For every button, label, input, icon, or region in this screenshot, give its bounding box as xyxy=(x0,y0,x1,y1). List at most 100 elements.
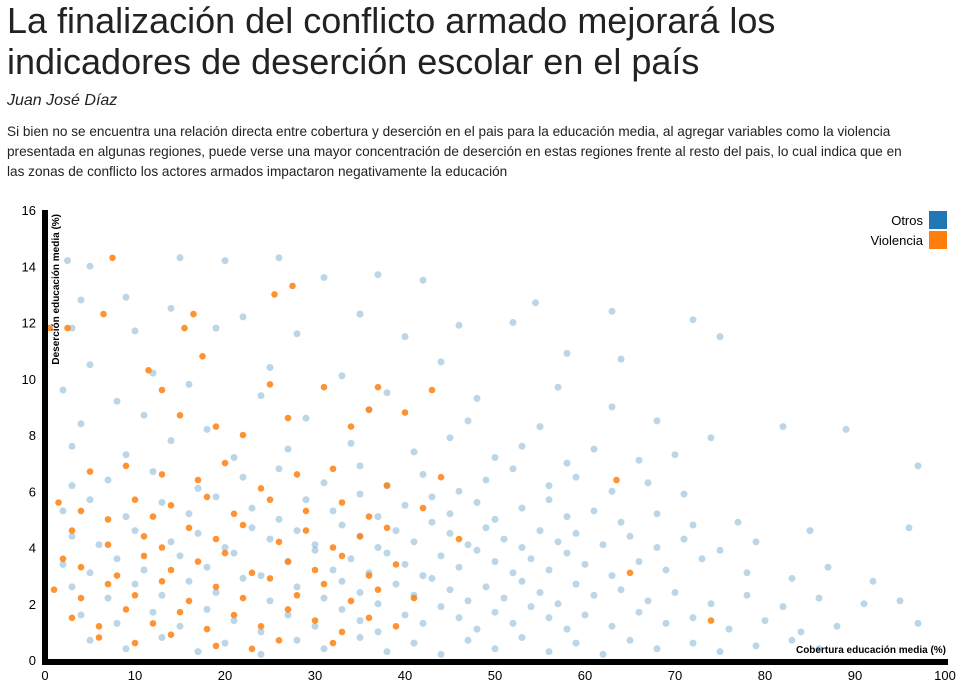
point-violencia xyxy=(77,507,85,515)
point-violencia xyxy=(311,566,319,574)
point-otros xyxy=(644,479,652,487)
point-otros xyxy=(617,355,625,363)
point-violencia xyxy=(284,414,292,422)
point-violencia xyxy=(410,594,418,602)
point-otros xyxy=(320,594,328,602)
point-violencia xyxy=(203,625,211,633)
point-otros xyxy=(158,591,166,599)
y-tick-label: 10 xyxy=(22,372,36,387)
point-violencia xyxy=(131,639,139,647)
point-otros xyxy=(356,589,364,596)
point-otros xyxy=(68,532,76,540)
point-otros xyxy=(446,529,454,537)
point-otros xyxy=(203,605,211,613)
point-otros xyxy=(581,611,589,619)
point-violencia xyxy=(104,580,112,588)
point-violencia xyxy=(212,642,220,650)
point-otros xyxy=(419,276,427,284)
point-violencia xyxy=(68,614,76,622)
point-otros xyxy=(563,625,571,633)
point-otros xyxy=(554,383,562,391)
point-otros xyxy=(221,639,229,647)
point-otros xyxy=(284,611,292,619)
point-violencia xyxy=(266,381,274,388)
point-otros xyxy=(374,271,382,279)
point-otros xyxy=(410,538,418,546)
point-violencia xyxy=(239,521,247,529)
point-otros xyxy=(113,555,121,563)
point-otros xyxy=(86,569,94,577)
point-violencia xyxy=(365,614,373,622)
point-violencia xyxy=(401,409,409,416)
point-otros xyxy=(86,361,94,369)
point-violencia xyxy=(104,541,112,548)
point-otros xyxy=(149,468,157,476)
point-otros xyxy=(716,648,724,656)
point-otros xyxy=(752,642,760,650)
point-otros xyxy=(860,600,868,608)
point-otros xyxy=(275,254,283,262)
point-otros xyxy=(275,465,283,473)
point-violencia xyxy=(190,310,197,318)
point-otros xyxy=(131,327,139,335)
point-violencia xyxy=(194,558,202,565)
point-violencia xyxy=(257,623,265,630)
point-otros xyxy=(86,496,94,504)
point-otros xyxy=(383,648,391,656)
point-otros xyxy=(176,552,184,560)
point-otros xyxy=(140,566,148,574)
point-violencia xyxy=(365,572,373,579)
point-otros xyxy=(338,521,346,529)
point-otros xyxy=(122,451,130,459)
point-violencia xyxy=(257,485,265,492)
point-otros xyxy=(482,476,490,484)
y-tick-label: 6 xyxy=(29,484,36,499)
point-violencia xyxy=(230,611,238,619)
point-otros xyxy=(59,507,67,515)
point-violencia xyxy=(365,513,373,520)
point-otros xyxy=(518,504,526,512)
point-otros xyxy=(635,558,643,566)
point-otros xyxy=(266,535,274,543)
point-violencia xyxy=(131,496,139,504)
point-otros xyxy=(464,541,472,549)
point-otros xyxy=(491,515,499,523)
point-violencia xyxy=(707,617,715,624)
point-violencia xyxy=(122,606,130,613)
x-tick-label: 80 xyxy=(758,668,772,683)
point-otros xyxy=(626,636,634,644)
point-otros xyxy=(293,527,301,535)
scatter-chart: 0 2 4 6 8 10 12 14 16 0 10 20 30 40 50 60 70 80 90 100 Des… xyxy=(22,203,956,683)
point-otros xyxy=(455,563,463,571)
point-otros xyxy=(59,386,67,394)
point-otros xyxy=(797,628,805,636)
point-violencia xyxy=(176,608,184,616)
point-otros xyxy=(320,645,328,653)
point-otros xyxy=(716,546,724,554)
point-otros xyxy=(482,524,490,532)
point-otros xyxy=(599,650,607,658)
x-tick-labels: 0 10 20 30 40 50 60 70 80 90 100 xyxy=(41,668,955,683)
point-otros xyxy=(401,611,409,619)
point-violencia xyxy=(212,535,220,543)
point-otros xyxy=(707,600,715,608)
point-violencia xyxy=(131,592,139,599)
point-otros xyxy=(167,304,175,312)
series-violencia xyxy=(46,254,715,653)
point-otros xyxy=(662,619,670,627)
legend-label-otros: Otros xyxy=(891,213,923,228)
point-otros xyxy=(230,617,238,625)
point-otros xyxy=(545,614,553,622)
point-otros xyxy=(473,625,481,633)
point-otros xyxy=(311,622,319,630)
point-otros xyxy=(815,645,823,653)
point-otros xyxy=(176,622,184,630)
point-otros xyxy=(572,639,580,647)
point-otros xyxy=(608,622,616,630)
point-violencia xyxy=(109,254,116,262)
point-otros xyxy=(401,333,409,341)
point-otros xyxy=(356,490,364,498)
point-otros xyxy=(158,634,166,641)
point-otros xyxy=(671,451,679,459)
point-violencia xyxy=(104,516,112,523)
